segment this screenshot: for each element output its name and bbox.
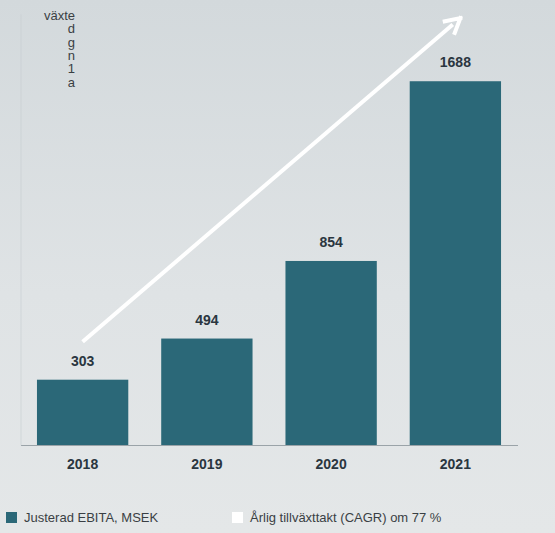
x-axis: 2018 2019 2020 2021 [21, 446, 518, 472]
legend-label: Årlig tillväxttakt (CAGR) om 77 % [250, 510, 442, 525]
bar [161, 339, 252, 445]
y-axis-line [21, 15, 22, 446]
y-axis [21, 15, 22, 446]
arrow-head [445, 18, 461, 33]
trend-arrow [83, 18, 461, 342]
data-label: 494 [195, 312, 219, 328]
x-tick: 2019 [191, 456, 222, 472]
data-label: 854 [319, 234, 343, 250]
bar [410, 81, 501, 445]
legend: Justerad EBITA, MSEK Årlig tillväxttakt (… [6, 510, 442, 525]
x-tick-label: 2018 [67, 456, 98, 472]
x-tick: 2020 [316, 456, 347, 472]
data-label: 303 [71, 353, 95, 369]
chart: växtedgn1a 303 494 854 1688 2018 2019 2020 2021 J… [0, 0, 555, 533]
x-tick-label: 2020 [316, 456, 347, 472]
data-label: 1688 [440, 54, 471, 70]
x-tick-label: 2019 [191, 456, 222, 472]
legend-label: Justerad EBITA, MSEK [24, 510, 158, 525]
paragraph-line: a [68, 75, 76, 90]
x-tick: 2018 [67, 456, 98, 472]
data-labels: 303 494 854 1688 [71, 54, 471, 368]
legend-swatch [6, 512, 17, 523]
bars [37, 81, 501, 445]
x-axis-line [21, 445, 518, 446]
bar [285, 261, 376, 445]
arrow-shaft [83, 25, 453, 342]
bar [37, 380, 128, 445]
legend-swatch [232, 512, 243, 523]
x-tick-label: 2021 [440, 456, 471, 472]
x-tick: 2021 [440, 456, 471, 472]
cropped-text: växtedgn1a [44, 8, 76, 90]
